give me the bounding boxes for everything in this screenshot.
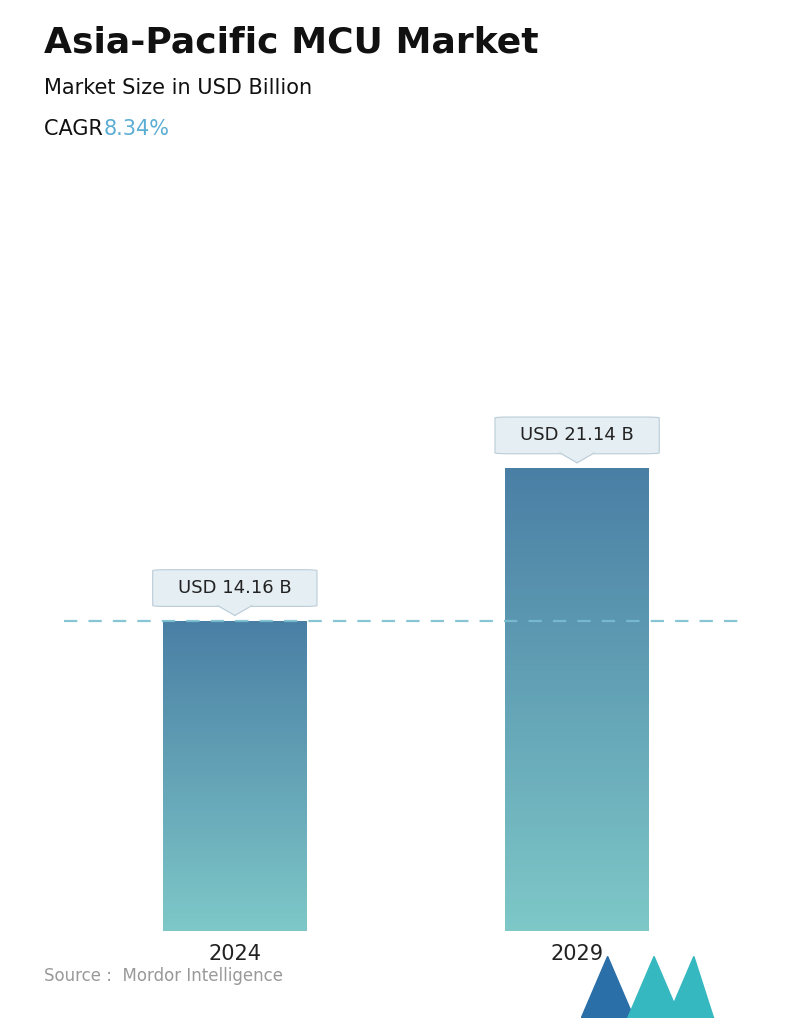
Polygon shape	[627, 956, 681, 1018]
Text: Market Size in USD Billion: Market Size in USD Billion	[44, 78, 312, 97]
Text: Source :  Mordor Intelligence: Source : Mordor Intelligence	[44, 967, 283, 984]
Text: Asia-Pacific MCU Market: Asia-Pacific MCU Market	[44, 26, 538, 60]
FancyBboxPatch shape	[153, 570, 317, 606]
Text: 8.34%: 8.34%	[103, 119, 170, 139]
Polygon shape	[218, 606, 252, 615]
Text: USD 14.16 B: USD 14.16 B	[178, 579, 291, 597]
Text: USD 21.14 B: USD 21.14 B	[521, 426, 634, 445]
Polygon shape	[560, 453, 594, 463]
FancyBboxPatch shape	[495, 417, 659, 454]
Polygon shape	[581, 956, 634, 1018]
Text: CAGR: CAGR	[44, 119, 109, 139]
Polygon shape	[667, 956, 714, 1018]
